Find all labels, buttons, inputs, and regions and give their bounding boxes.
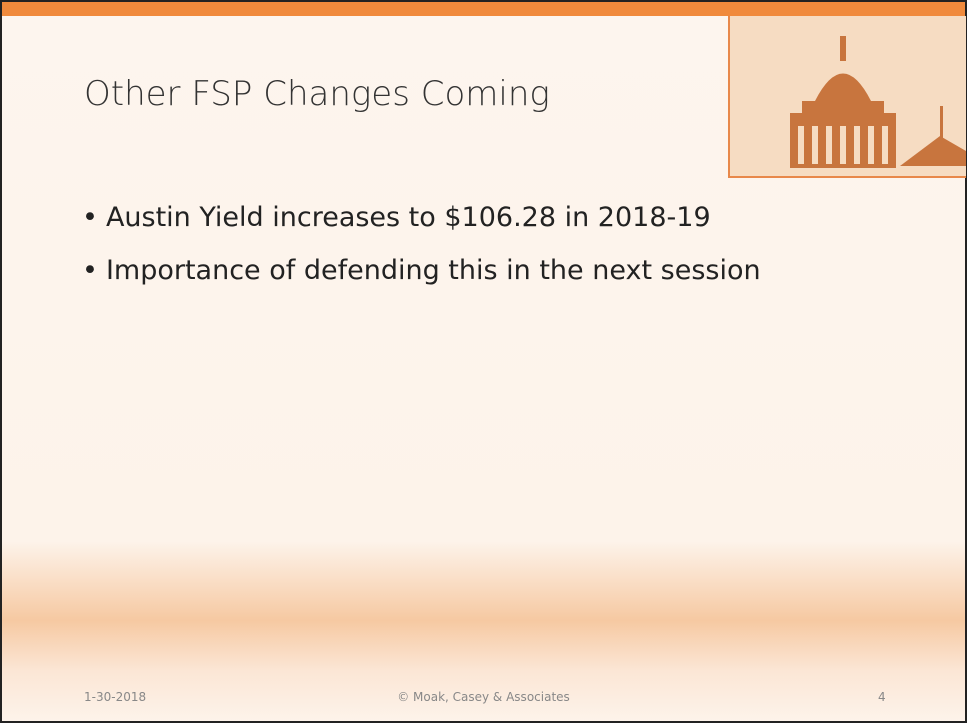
bullet: Austin Yield increases to $106.28 in 201… xyxy=(82,202,761,233)
footer-copyright: © Moak, Casey & Associates xyxy=(397,690,570,704)
bullet: Importance of defending this in the next… xyxy=(82,255,761,286)
page-number: 4 xyxy=(878,690,886,704)
capitol-image xyxy=(728,16,966,178)
top-bar xyxy=(2,2,965,16)
slide-title: Other FSP Changes Coming xyxy=(84,74,550,114)
bullet-list: Austin Yield increases to $106.28 in 201… xyxy=(82,202,761,308)
footer-date: 1-30-2018 xyxy=(84,690,147,704)
capitol-drawing xyxy=(730,16,966,176)
